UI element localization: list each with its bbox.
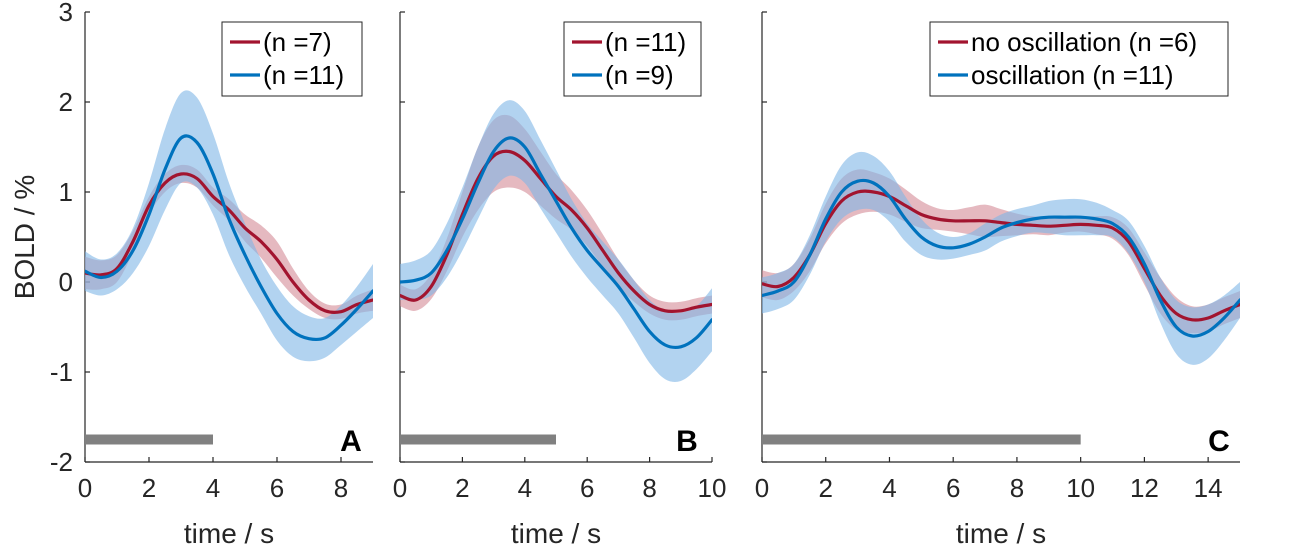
x-axis-label: time / s <box>956 518 1046 549</box>
x-tick-label: 6 <box>270 473 284 503</box>
x-tick-label: 6 <box>946 473 960 503</box>
panel-b: 0 2 4 6 8 10 time / s B (n =11)(n =9) <box>393 11 727 549</box>
series-line-red <box>85 172 373 314</box>
x-tick-label: 14 <box>1194 473 1223 503</box>
x-tick-label: 2 <box>818 473 832 503</box>
x-tick-label: 4 <box>882 473 896 503</box>
y-tick-label: 0 <box>59 267 73 297</box>
x-tick-label: 4 <box>518 473 532 503</box>
x-tick-label: 0 <box>393 473 407 503</box>
panel-c: 0 2 4 6 8 10 12 14 time / s Cno oscillation (n =6… <box>755 11 1240 549</box>
legend: no oscillation (n =6)oscillation (n =11) <box>929 21 1229 97</box>
error-band-blue <box>85 90 373 362</box>
legend-box <box>929 21 1229 97</box>
x-tick-label: 4 <box>206 473 220 503</box>
plot-area <box>85 90 373 362</box>
error-band-blue <box>400 100 712 382</box>
x-tick-label: 10 <box>698 473 727 503</box>
plot-area <box>762 151 1240 365</box>
error-band-blue <box>762 151 1240 365</box>
stimulus-bar <box>85 434 213 445</box>
legend: (n =7)(n =11) <box>221 21 363 97</box>
series-line-blue <box>762 178 1240 338</box>
x-tick-label: 10 <box>1066 473 1095 503</box>
y-tick-label: 1 <box>59 177 73 207</box>
y-tick-label: -1 <box>50 357 73 387</box>
series-line-red <box>762 189 1240 322</box>
x-tick-label: 0 <box>78 473 92 503</box>
x-tick-label: 6 <box>580 473 594 503</box>
panel-label: C <box>1208 425 1230 458</box>
legend-entry: (n =9) <box>605 60 674 90</box>
x-axis-label: time / s <box>184 518 274 549</box>
panel-label: B <box>676 425 698 458</box>
legend-entry: (n =11) <box>263 60 344 90</box>
panel-label: A <box>340 425 362 458</box>
y-tick-label: 2 <box>59 87 73 117</box>
legend-entry: no oscillation (n =6) <box>971 27 1197 57</box>
x-axis-label: time / s <box>511 518 601 549</box>
panel-a: -2 -1 0 1 2 3 0 2 4 6 8 time / s A (n =7)(n =11) <box>50 0 373 549</box>
plot-area <box>400 100 712 382</box>
stimulus-bar <box>762 434 1081 445</box>
x-tick-label: 12 <box>1130 473 1159 503</box>
legend-entry: (n =11) <box>605 27 686 57</box>
legend-box <box>221 21 363 97</box>
stimulus-bar <box>400 434 556 445</box>
y-axis-label: BOLD / % <box>9 175 40 299</box>
y-tick-label: 3 <box>59 0 73 27</box>
series-line-blue <box>85 134 373 342</box>
x-tick-label: 2 <box>455 473 469 503</box>
legend-entry: (n =7) <box>263 27 332 57</box>
y-tick-label: -2 <box>50 447 73 477</box>
x-tick-label: 8 <box>642 473 656 503</box>
series-line-blue <box>400 136 712 350</box>
error-band-red <box>85 164 373 320</box>
x-tick-label: 0 <box>755 473 769 503</box>
legend-entry: oscillation (n =11) <box>971 60 1174 90</box>
legend: (n =11)(n =9) <box>563 21 702 97</box>
legend-box <box>563 21 702 97</box>
x-tick-label: 8 <box>334 473 348 503</box>
x-tick-label: 2 <box>142 473 156 503</box>
x-tick-label: 8 <box>1010 473 1024 503</box>
